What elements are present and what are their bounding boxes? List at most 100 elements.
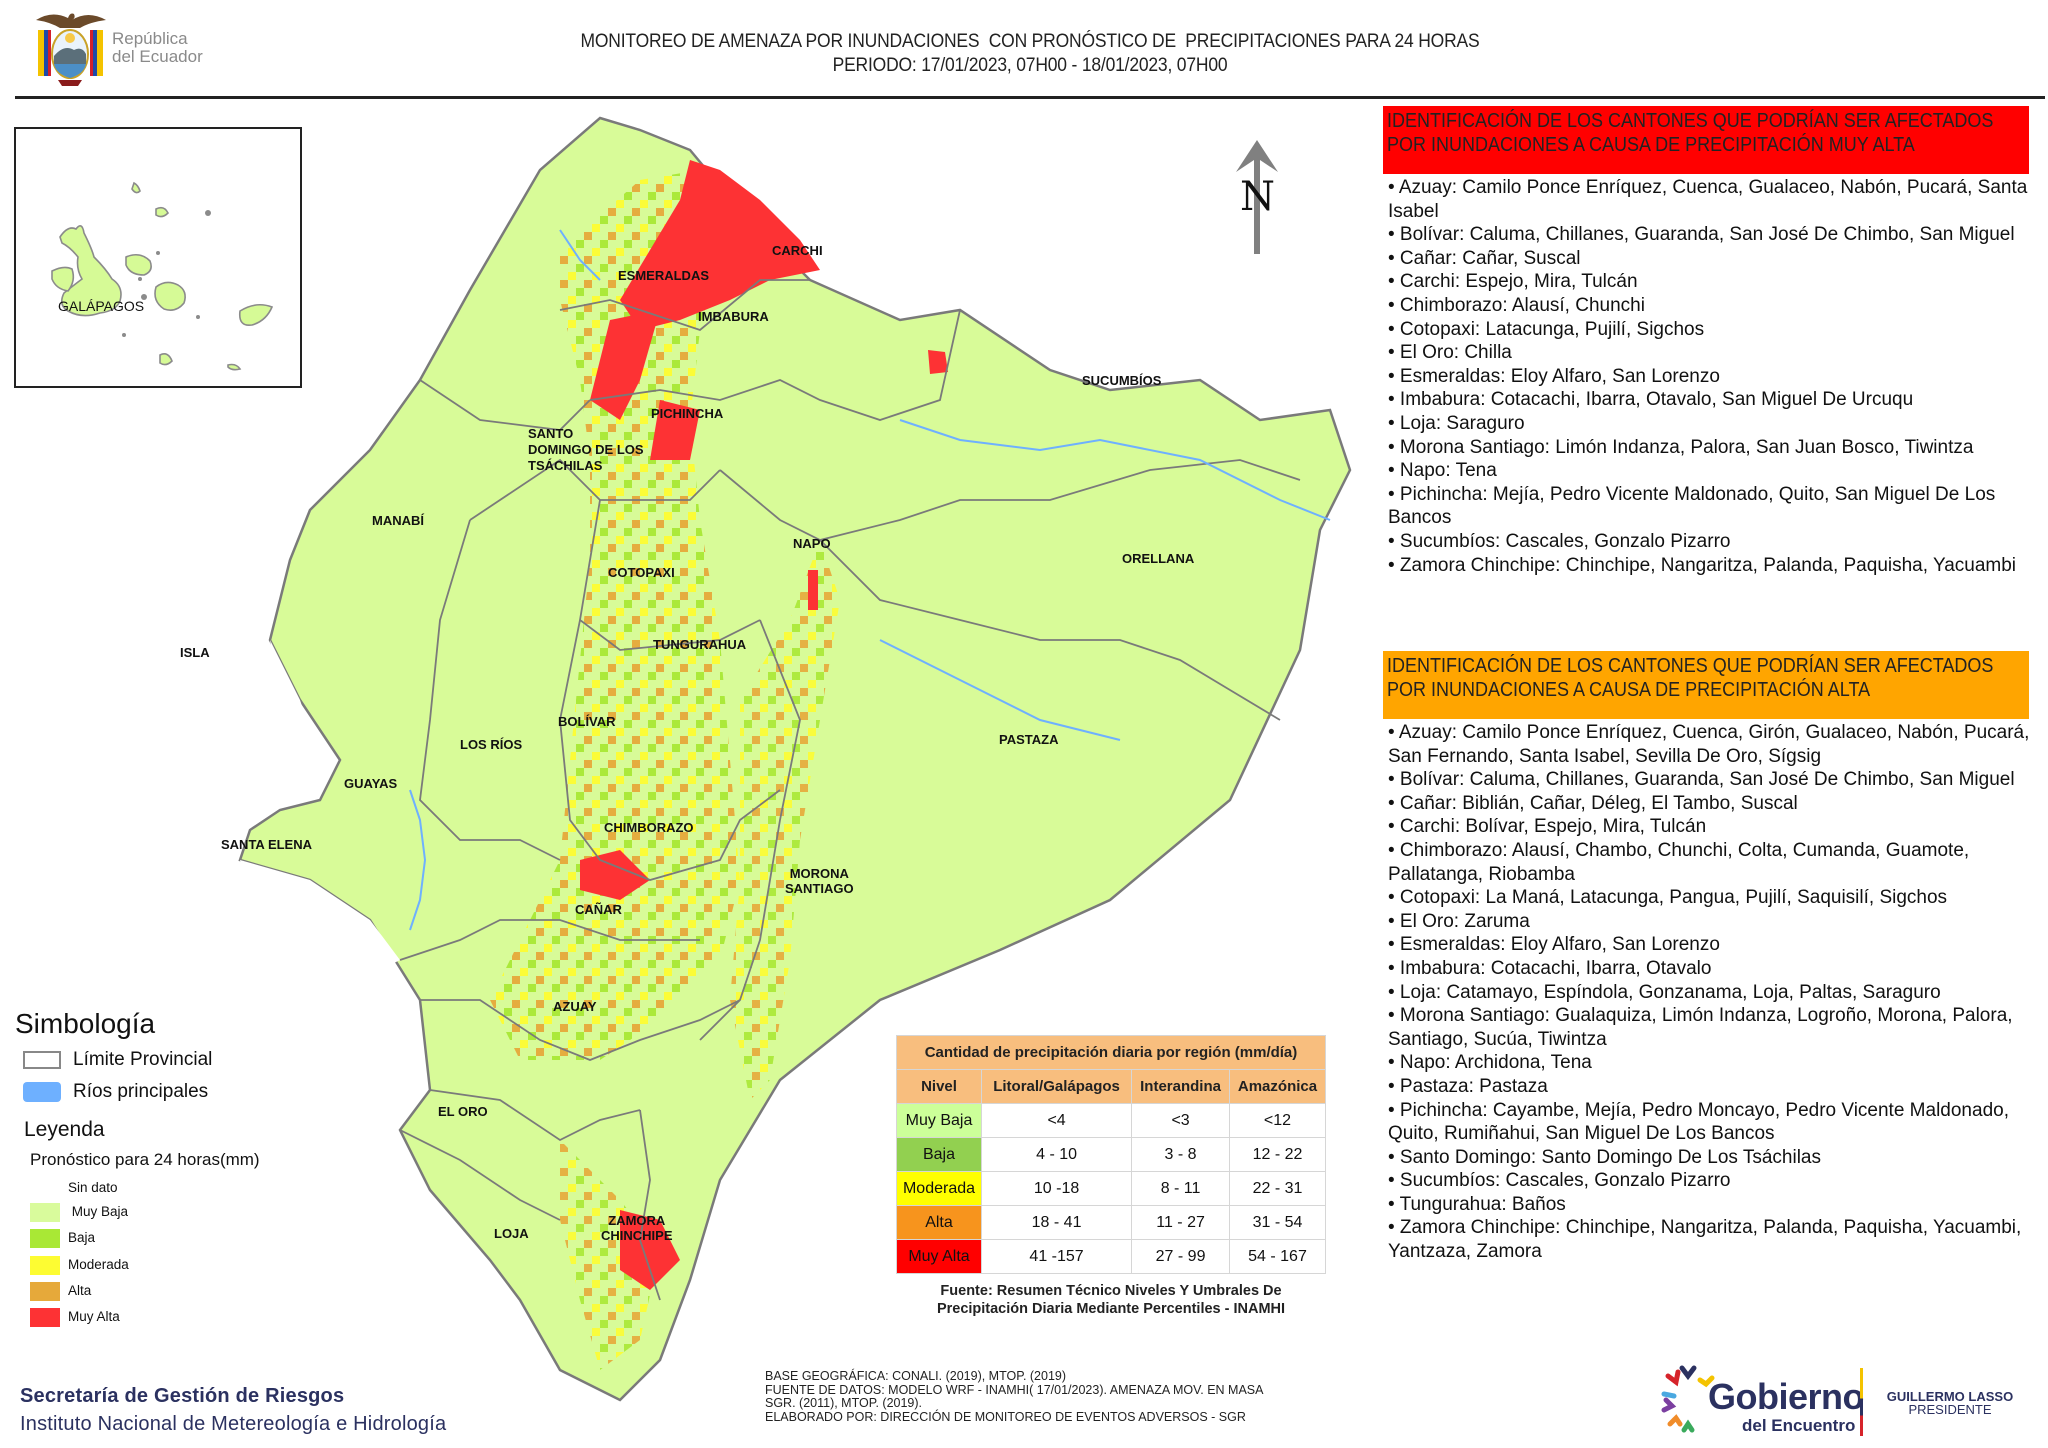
president-name: GUILLERMO LASSO — [1886, 1389, 2014, 1404]
legend-label: Sin dato — [68, 1180, 118, 1195]
interandina-cell: <3 — [1131, 1103, 1230, 1138]
legend-label: Alta — [68, 1283, 92, 1299]
legend-class-muy-baja: Muy Baja — [30, 1203, 128, 1222]
interandina-cell: 27 - 99 — [1131, 1239, 1230, 1274]
muy-alta-canton-list: • Azuay: Camilo Ponce Enríquez, Cuenca, … — [1388, 176, 2038, 577]
province-label: EL ORO — [438, 1104, 488, 1119]
list-item: • Azuay: Camilo Ponce Enríquez, Cuenca, … — [1388, 177, 2028, 222]
galapagos-inset-map: GALÁPAGOS — [14, 127, 302, 388]
country-name: República del Ecuador — [112, 30, 203, 66]
ecuador-precipitation-map: ESMERALDAS CARCHI IMBABURA SUCUMBÍOS PIC… — [180, 100, 1370, 1420]
alta-swatch-icon — [30, 1282, 60, 1301]
province-label: SANTO DOMINGO DE LOS TSÁCHILAS — [528, 426, 644, 473]
muy-alta-swatch-icon — [30, 1308, 60, 1327]
baja-swatch-icon — [30, 1229, 60, 1248]
province-label: PICHINCHA — [651, 406, 724, 421]
list-item: • Bolívar: Caluma, Chillanes, Guaranda, … — [1388, 769, 2015, 791]
province-label: ISLA — [180, 645, 210, 660]
list-item: • Tungurahua: Baños — [1388, 1193, 1566, 1215]
province-label: IMBABURA — [698, 309, 769, 324]
galapagos-islands-graphic — [51, 181, 274, 371]
mainland-ecuador-map-graphic — [238, 116, 1352, 1402]
province-label: COTOPAXI — [608, 565, 675, 580]
north-arrow-icon — [1236, 140, 1278, 254]
ecuador-coat-of-arms-icon — [36, 13, 106, 86]
table-source-note: Fuente: Resumen Técnico Niveles Y Umbral… — [896, 1282, 1326, 1318]
title-line1: MONITOREO DE AMENAZA POR INUNDACIONES CO… — [580, 31, 1480, 52]
province-label: CARCHI — [772, 243, 823, 258]
legend-label: Muy Alta — [68, 1309, 120, 1325]
interandina-cell: 3 - 8 — [1131, 1137, 1230, 1172]
list-item: • Chimborazo: Alausí, Chambo, Chunchi, C… — [1388, 839, 1970, 885]
list-item: • Sucumbíos: Cascales, Gonzalo Pizarro — [1388, 530, 1731, 552]
legend-label: Ríos principales — [73, 1081, 209, 1102]
province-label: BOLÍVAR — [558, 714, 616, 729]
list-item: • Azuay: Camilo Ponce Enríquez, Cuenca, … — [1388, 722, 2030, 767]
header-divider — [15, 96, 2045, 99]
province-label: ZAMORA CHINCHIPE — [601, 1213, 673, 1243]
gobierno-del-encuentro-logo: Gobierno del Encuentro GUILLERMO LASSO P… — [1660, 1350, 2030, 1440]
nivel-cell: Alta — [896, 1205, 982, 1240]
credit-line: SGR. (2011), MTOP. (2019). — [765, 1396, 923, 1410]
logo-divider — [1860, 1368, 1863, 1436]
list-item: • Sucumbíos: Cascales, Gonzalo Pizarro — [1388, 1170, 1731, 1192]
table-row: Muy Alta 41 -157 27 - 99 54 - 167 — [896, 1239, 1326, 1274]
nivel-cell: Muy Baja — [896, 1103, 982, 1138]
precipitation-threshold-table: Cantidad de precipitación diaria por reg… — [896, 1035, 1326, 1274]
gobierno-wordmark: Gobierno — [1708, 1376, 1865, 1417]
list-item: • Cañar: Cañar, Suscal — [1388, 247, 1581, 269]
legend-label: Baja — [68, 1230, 96, 1246]
list-item: • Loja: Catamayo, Espíndola, Gonzanama, … — [1388, 981, 1941, 1003]
source-line1: Fuente: Resumen Técnico Niveles Y Umbral… — [940, 1283, 1282, 1299]
alta-canton-list: • Azuay: Camilo Ponce Enríquez, Cuenca, … — [1388, 721, 2038, 1264]
amazonica-cell: <12 — [1229, 1103, 1326, 1138]
river-swatch-icon — [23, 1081, 61, 1102]
map-credits: BASE GEOGRÁFICA: CONALI. (2019), MTOP. (… — [765, 1369, 1264, 1424]
list-item: • Napo: Tena — [1388, 460, 1497, 482]
amazonica-cell: 54 - 167 — [1229, 1239, 1326, 1274]
org-inamhi: Instituto Nacional de Metereología e Hid… — [20, 1413, 447, 1435]
credit-line: BASE GEOGRÁFICA: CONALI. (2019), MTOP. (… — [765, 1369, 1067, 1383]
province-label: AZUAY — [553, 999, 597, 1014]
list-item: • Pichincha: Cayambe, Mejía, Pedro Monca… — [1388, 1099, 2009, 1145]
province-label: SUCUMBÍOS — [1082, 373, 1162, 388]
map-title: MONITOREO DE AMENAZA POR INUNDACIONES CO… — [450, 30, 1609, 78]
table-row: Moderada 10 -18 8 - 11 22 - 31 — [896, 1171, 1326, 1206]
interandina-cell: 11 - 27 — [1131, 1205, 1230, 1240]
legend-label: Límite Provincial — [73, 1049, 213, 1070]
table-title: Cantidad de precipitación diaria por reg… — [896, 1035, 1326, 1070]
organization-names: Secretaría de Gestión de Riesgos Institu… — [20, 1382, 446, 1438]
province-label: NAPO — [793, 536, 831, 551]
litoral-cell: 41 -157 — [980, 1239, 1133, 1274]
province-label: CAÑAR — [575, 902, 622, 917]
country-line1: República — [112, 29, 188, 48]
list-item: • Carchi: Espejo, Mira, Tulcán — [1388, 271, 1638, 293]
list-item: • Carchi: Bolívar, Espejo, Mira, Tulcán — [1388, 816, 1707, 838]
legend-class-sin-dato: Sin dato — [68, 1180, 118, 1195]
legend-class-moderada: Moderada — [30, 1256, 129, 1275]
litoral-cell: <4 — [980, 1103, 1133, 1138]
galapagos-label: GALÁPAGOS — [58, 298, 145, 314]
province-label: GUAYAS — [344, 776, 398, 791]
nivel-cell: Moderada — [896, 1171, 982, 1206]
nivel-cell: Muy Alta — [896, 1239, 982, 1274]
legend-class-baja: Baja — [30, 1229, 95, 1248]
litoral-cell: 4 - 10 — [980, 1137, 1133, 1172]
legend-item-rivers: Ríos principales — [23, 1081, 208, 1103]
legend-item-provincial-boundary: Límite Provincial — [23, 1049, 212, 1071]
list-item: • El Oro: Chilla — [1388, 342, 1512, 364]
list-item: • Imbabura: Cotacachi, Ibarra, Otavalo — [1388, 957, 1712, 979]
amazonica-cell: 22 - 31 — [1229, 1171, 1326, 1206]
country-line2: del Ecuador — [112, 47, 203, 66]
north-arrow: N — [1232, 138, 1282, 258]
list-item: • Chimborazo: Alausí, Chunchi — [1388, 294, 1645, 316]
list-item: • Imbabura: Cotacachi, Ibarra, Otavalo, … — [1388, 389, 1914, 411]
gobierno-chevrons-icon — [1661, 1365, 1715, 1433]
del-encuentro-wordmark: del Encuentro — [1742, 1416, 1856, 1435]
org-sgr: Secretaría de Gestión de Riesgos — [20, 1385, 345, 1407]
muy-baja-swatch-icon — [30, 1203, 60, 1222]
president-title: PRESIDENTE — [1908, 1402, 1992, 1417]
province-label: ORELLANA — [1122, 551, 1195, 566]
moderada-swatch-icon — [30, 1256, 60, 1275]
province-label: LOJA — [494, 1226, 529, 1241]
